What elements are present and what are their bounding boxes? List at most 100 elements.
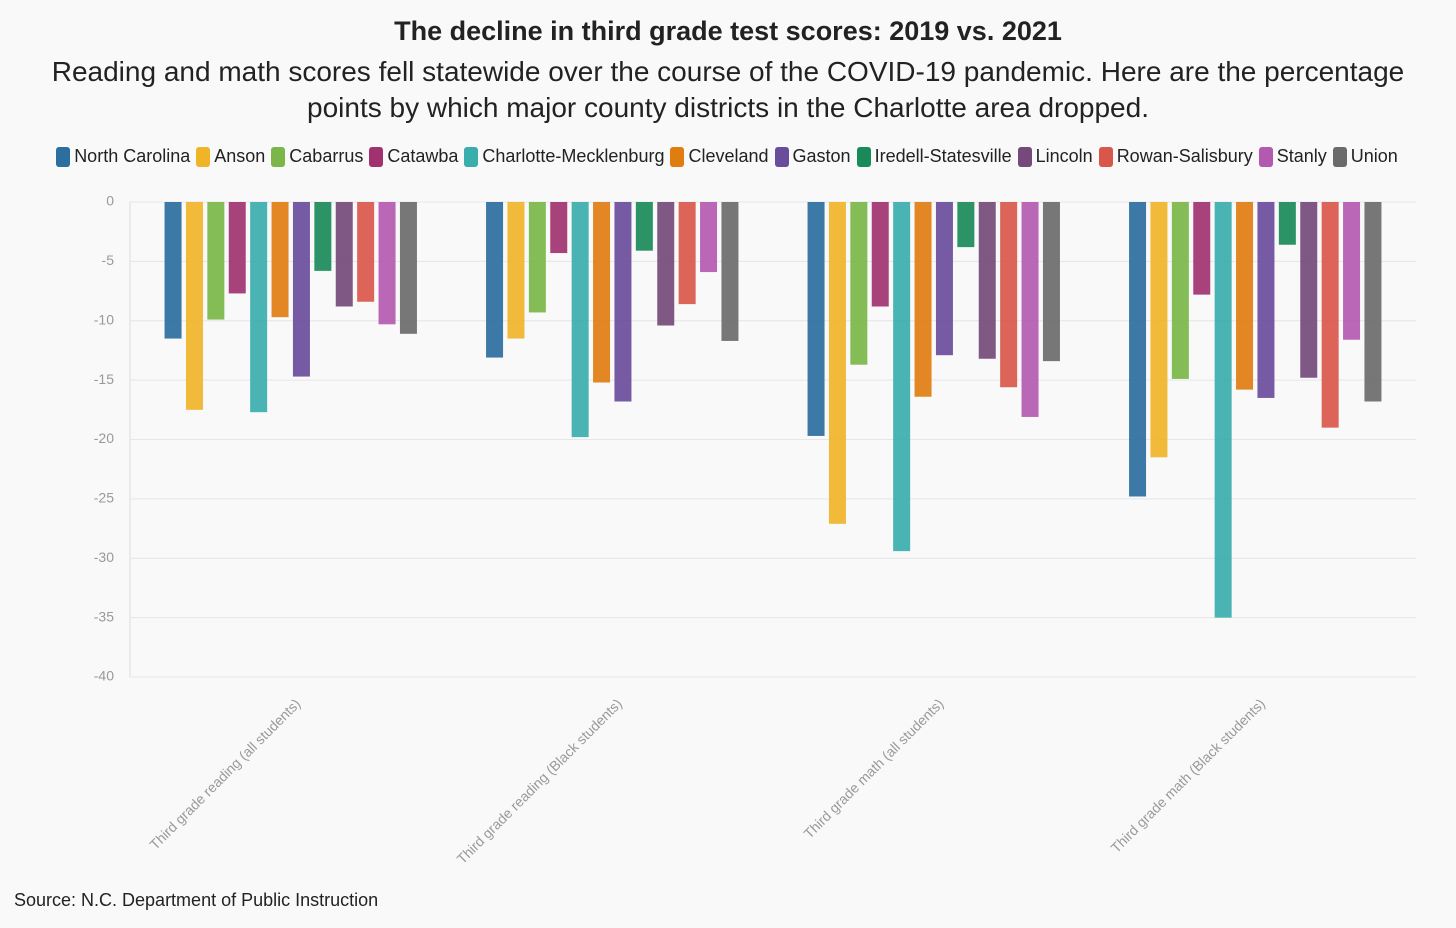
x-tick-label: Third grade math (Black students) — [1108, 695, 1268, 855]
bar — [507, 202, 525, 339]
bar — [1021, 202, 1039, 417]
source-note: Source: N.C. Department of Public Instru… — [14, 890, 379, 910]
y-tick-label: -5 — [102, 252, 115, 268]
legend-label: Rowan-Salisbury — [1116, 146, 1253, 166]
bar — [399, 202, 417, 334]
bar — [1257, 202, 1275, 398]
chart: 0 -5 -10 -15 -20 -25 -30 -35 -40 Third grade read… — [94, 193, 1416, 867]
legend-label: Cleveland — [688, 146, 769, 166]
y-tick-label: -10 — [94, 311, 114, 327]
bar — [164, 202, 182, 339]
x-tick-label: Third grade reading (all students) — [146, 695, 303, 852]
legend-item: Cabarrus — [271, 146, 363, 167]
legend-item: Union — [1332, 146, 1398, 167]
legend-label: Lincoln — [1035, 146, 1093, 166]
bar — [550, 202, 568, 254]
legend-swatch — [1017, 146, 1032, 167]
legend-item: Lincoln — [1017, 146, 1093, 167]
bar — [1129, 202, 1147, 497]
y-tick-label: -40 — [94, 668, 114, 684]
x-tick-label: Third grade math (all students) — [800, 695, 946, 841]
y-tick-label: -35 — [94, 608, 114, 624]
legend-item: Cleveland — [670, 146, 769, 167]
legend-item: Iredell-Statesville — [856, 146, 1012, 167]
legend-swatch — [271, 146, 286, 167]
bar — [893, 202, 911, 552]
bar — [250, 202, 268, 413]
bar — [614, 202, 632, 402]
legend-swatch — [774, 146, 789, 167]
legend-label: Gaston — [792, 146, 851, 166]
bar — [700, 202, 718, 273]
legend-item: Rowan-Salisbury — [1098, 146, 1253, 167]
bar — [228, 202, 246, 294]
legend-swatch — [56, 146, 71, 167]
y-tick-label: -20 — [94, 430, 114, 446]
x-tick-label: Third grade reading (Black students) — [454, 695, 625, 866]
legend: North Carolina Anson Cabarrus Catawba Charlo… — [12, 146, 1442, 167]
y-tick-label: -15 — [94, 371, 114, 387]
bar — [486, 202, 504, 358]
bar — [185, 202, 203, 410]
legend-item: North Carolina — [56, 146, 190, 167]
bar — [828, 202, 846, 524]
bar — [1150, 202, 1168, 458]
bar — [871, 202, 889, 307]
legend-swatch — [1098, 146, 1113, 167]
bar — [1236, 202, 1254, 390]
legend-item: Charlotte-Mecklenburg — [464, 146, 664, 167]
legend-item: Gaston — [774, 146, 851, 167]
bar — [1042, 202, 1060, 362]
bar — [1193, 202, 1211, 295]
bar — [935, 202, 953, 356]
legend-label: North Carolina — [74, 146, 191, 166]
legend-label: Cabarrus — [289, 146, 364, 166]
bar — [1000, 202, 1018, 388]
legend-label: Anson — [214, 146, 266, 166]
legend-swatch — [464, 146, 479, 167]
bar — [721, 202, 739, 341]
legend-swatch — [369, 146, 384, 167]
bar — [571, 202, 589, 438]
legend-swatch — [196, 146, 211, 167]
bar — [807, 202, 825, 436]
bar — [978, 202, 996, 359]
y-tick-label: 0 — [106, 193, 114, 209]
legend-item: Catawba — [369, 146, 458, 167]
bar — [271, 202, 289, 318]
bar — [292, 202, 310, 377]
bar — [1214, 202, 1232, 618]
bar — [528, 202, 546, 313]
bar — [657, 202, 675, 326]
legend-swatch — [1258, 146, 1273, 167]
bar — [314, 202, 332, 271]
bar — [957, 202, 975, 248]
legend-label: Stanly — [1276, 146, 1327, 166]
chart-subtitle: Reading and math scores fell statewide o… — [51, 56, 1405, 123]
chart-title: The decline in third grade test scores: … — [394, 16, 1062, 46]
legend-swatch — [670, 146, 685, 167]
bar — [1364, 202, 1382, 402]
legend-label: Union — [1350, 146, 1398, 166]
legend-label: Iredell-Statesville — [874, 146, 1012, 166]
bar — [678, 202, 696, 305]
legend-item: Stanly — [1258, 146, 1327, 167]
bar — [1278, 202, 1296, 245]
legend-item: Anson — [196, 146, 265, 167]
legend-swatch — [856, 146, 871, 167]
bar — [593, 202, 611, 383]
bar — [207, 202, 225, 320]
bar — [914, 202, 932, 397]
bar — [335, 202, 353, 307]
bar — [1171, 202, 1189, 379]
legend-swatch — [1332, 146, 1347, 167]
legend-label: Catawba — [387, 146, 459, 166]
bar — [357, 202, 375, 302]
bar — [1300, 202, 1318, 378]
bar — [1343, 202, 1361, 340]
bar — [635, 202, 653, 251]
y-tick-label: -25 — [94, 490, 114, 506]
legend-label: Charlotte-Mecklenburg — [482, 146, 665, 166]
bar — [1321, 202, 1339, 428]
